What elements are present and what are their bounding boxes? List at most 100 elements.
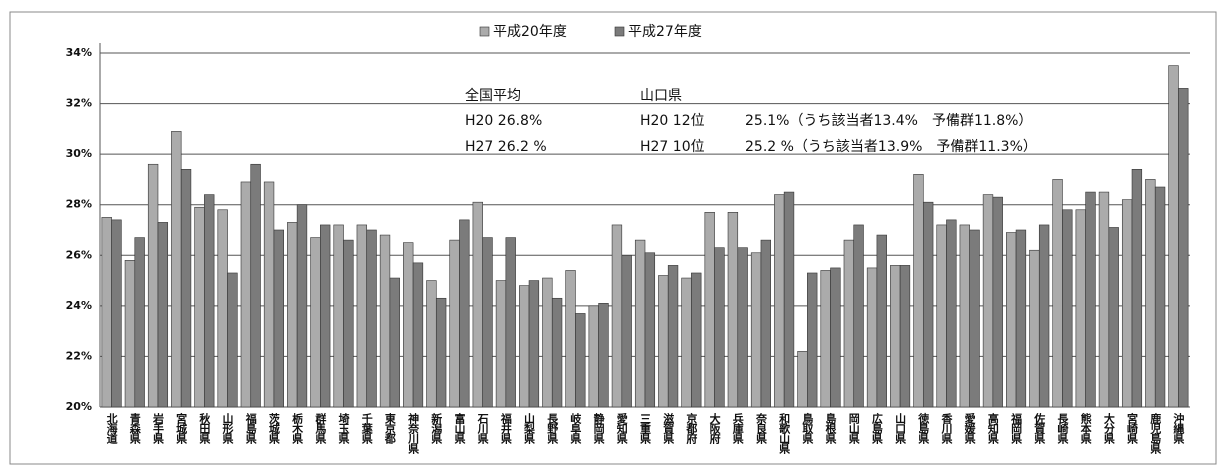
bar <box>774 194 785 408</box>
x-tick-label: 山形県 <box>221 412 234 445</box>
bar <box>217 209 228 408</box>
bar <box>1121 199 1133 408</box>
y-tick-label: 32% <box>66 97 92 110</box>
bar <box>750 252 762 408</box>
bar <box>611 224 623 408</box>
bar <box>449 239 460 408</box>
bar <box>194 206 205 408</box>
bar <box>1108 227 1119 408</box>
bar <box>1038 224 1050 408</box>
x-tick-label: 愛知県 <box>615 412 629 445</box>
bar <box>320 224 331 408</box>
x-tick-label: 大阪府 <box>708 412 721 445</box>
bar <box>124 260 136 408</box>
bar <box>1015 229 1027 408</box>
bar <box>1006 232 1017 408</box>
x-tick-label: 宮崎県 <box>1126 412 1139 445</box>
bar <box>287 222 298 408</box>
bar <box>528 280 540 408</box>
bar <box>157 222 169 408</box>
bar <box>389 277 400 408</box>
bar <box>727 212 739 408</box>
x-tick-label: 愛媛県 <box>963 412 977 445</box>
bar <box>240 181 252 408</box>
x-tick-label: 新潟県 <box>430 412 443 445</box>
x-tick-label: 徳島県 <box>917 412 931 445</box>
bar <box>922 201 934 408</box>
annotation: H20 12位 <box>640 113 705 129</box>
x-tick-label: 北海道 <box>105 412 118 445</box>
bar <box>250 163 261 408</box>
bar <box>111 219 122 408</box>
bar <box>588 305 599 408</box>
bar <box>890 265 901 408</box>
bar <box>1029 249 1040 408</box>
bar <box>180 169 192 408</box>
bar <box>273 229 284 408</box>
y-tick-label: 22% <box>66 349 92 362</box>
bar <box>667 265 679 408</box>
bar <box>333 224 344 408</box>
bar <box>830 267 841 408</box>
x-tick-label: 岐阜県 <box>569 412 582 445</box>
bar <box>134 237 145 408</box>
x-tick-label: 福井県 <box>499 412 513 445</box>
bar <box>542 277 553 408</box>
bar <box>343 239 354 408</box>
bar <box>1062 209 1073 408</box>
bar <box>982 194 994 408</box>
bar <box>519 285 530 408</box>
x-tick-label: 和歌山県 <box>778 412 791 455</box>
x-tick-label: 熊本県 <box>1079 412 1092 445</box>
y-tick-label: 20% <box>66 400 92 413</box>
x-tick-label: 神奈川県 <box>407 412 421 455</box>
x-tick-label: 沖縄県 <box>1172 412 1185 445</box>
bar <box>101 217 112 408</box>
bar <box>171 131 182 408</box>
x-tick-label: 兵庫県 <box>731 412 744 445</box>
bar <box>853 224 864 408</box>
x-tick-label: 福岡県 <box>1010 412 1024 445</box>
bar <box>1075 209 1086 408</box>
x-tick-label: 佐賀県 <box>1033 412 1047 445</box>
y-tick-label: 30% <box>66 147 92 160</box>
bar <box>1052 179 1063 408</box>
bar <box>783 191 795 408</box>
legend-swatch <box>479 26 490 37</box>
bar <box>704 212 715 408</box>
bar <box>644 252 656 408</box>
x-tick-label: 奈良県 <box>754 412 768 445</box>
x-tick-label: 鹿児島県 <box>1149 412 1163 455</box>
legend-swatch <box>614 26 625 37</box>
x-tick-label: 青森県 <box>128 412 141 445</box>
bar <box>482 237 493 408</box>
bar <box>403 242 414 408</box>
bar <box>1098 191 1110 408</box>
bar <box>936 224 947 408</box>
x-tick-label: 山梨県 <box>523 412 537 445</box>
x-tick-label: 石川県 <box>476 413 490 445</box>
x-tick-label: 三重県 <box>639 413 652 445</box>
y-tick-label: 24% <box>66 299 92 312</box>
bar <box>737 247 748 408</box>
bar <box>379 234 391 408</box>
y-tick-label: 34% <box>66 46 92 59</box>
legend-label: 平成20年度 <box>493 24 567 40</box>
bar <box>913 174 924 408</box>
x-tick-label: 富山県 <box>453 412 466 445</box>
bar <box>969 229 980 408</box>
x-tick-label: 静岡県 <box>592 412 605 445</box>
x-tick-label: 埼玉県 <box>337 412 350 445</box>
bar <box>807 272 818 408</box>
bar <box>505 237 516 408</box>
bar <box>598 303 609 408</box>
x-tick-label: 福島県 <box>244 412 258 445</box>
annotation: 25.2 %（うち該当者13.9% 予備群11.3%） <box>745 139 1037 155</box>
x-tick-label: 島根県 <box>824 412 837 445</box>
bar <box>472 201 483 408</box>
bar <box>820 270 831 408</box>
bar <box>866 267 878 408</box>
x-tick-label: 茨城県 <box>267 412 280 445</box>
bar <box>658 275 669 408</box>
